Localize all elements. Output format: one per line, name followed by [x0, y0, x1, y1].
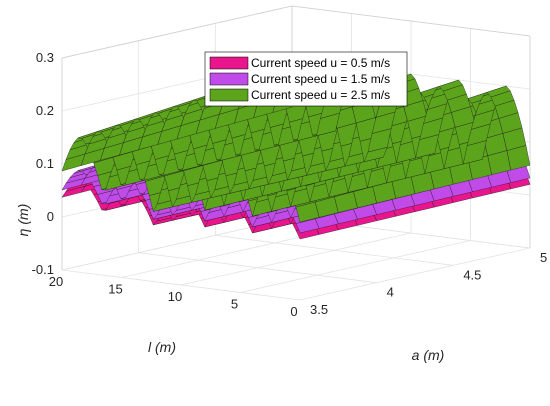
x-tick-label: 4 — [387, 285, 394, 300]
y-tick-label: 5 — [231, 297, 238, 312]
z-axis-label: η (m) — [15, 204, 31, 237]
z-tick-label: 0.1 — [36, 156, 54, 171]
legend-label: Current speed u = 0.5 m/s — [251, 56, 390, 70]
x-tick-label: 4.5 — [463, 267, 481, 282]
surfaces — [61, 62, 531, 240]
y-tick-label: 15 — [108, 282, 122, 297]
legend: Current speed u = 0.5 m/s Current speed … — [204, 51, 408, 107]
box-edge — [61, 5, 293, 59]
grid-line — [299, 247, 531, 301]
y-tick-label: 0 — [290, 304, 297, 319]
surface-2 — [61, 62, 531, 223]
x-axis-label: a (m) — [412, 347, 445, 363]
grid-line — [240, 240, 471, 293]
legend-swatch — [209, 88, 249, 102]
z-tick-label: 0 — [47, 209, 54, 224]
legend-entry: Current speed u = 2.5 m/s — [209, 88, 390, 102]
grid-line — [180, 232, 412, 286]
z-tick-label: -0.1 — [32, 262, 54, 277]
legend-entry: Current speed u = 0.5 m/s — [209, 56, 390, 70]
legend-swatch — [209, 72, 249, 86]
legend-entry: Current speed u = 1.5 m/s — [209, 72, 390, 86]
legend-label: Current speed u = 2.5 m/s — [251, 88, 390, 102]
x-tick-label: 5 — [540, 250, 547, 265]
legend-swatch — [209, 56, 249, 70]
axes: -0.1 0 0.1 0.2 0.3 0 5 10 15 20 3.5 4 4.5 5 — [32, 50, 548, 319]
x-tick-label: 3.5 — [310, 302, 328, 317]
legend-label: Current speed u = 1.5 m/s — [251, 72, 390, 86]
surface-patch — [506, 145, 531, 171]
y-tick-label: 20 — [49, 274, 63, 289]
z-tick-label: 0.3 — [36, 50, 54, 65]
box-edge — [291, 5, 531, 37]
y-axis-label: l (m) — [148, 339, 176, 355]
z-tick-label: 0.2 — [36, 103, 54, 118]
y-tick-label: 10 — [168, 289, 182, 304]
